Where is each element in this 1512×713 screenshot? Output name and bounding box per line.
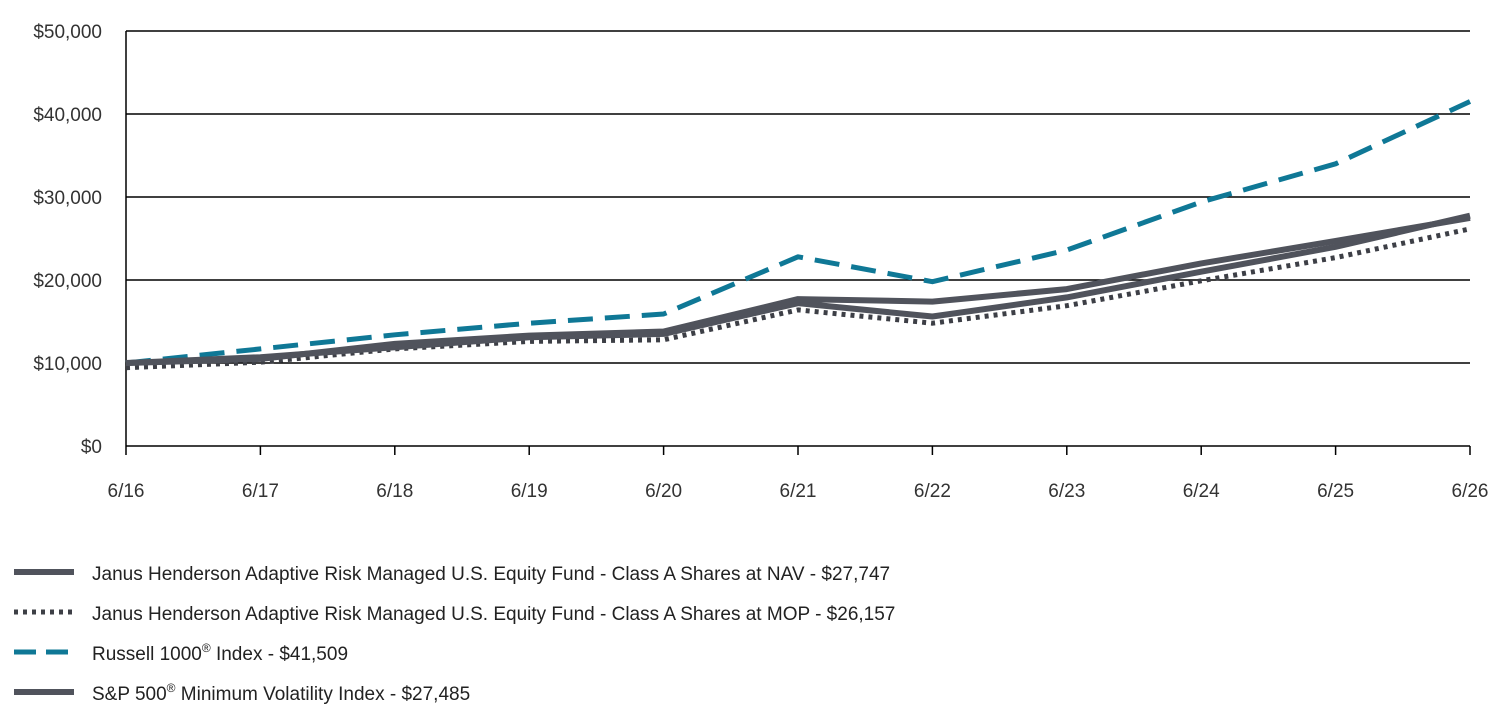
legend-label-text: Janus Henderson Adaptive Risk Managed U.… [92,604,895,625]
x-tick-label: 6/23 [1048,481,1085,502]
x-tick-label: 6/21 [780,481,817,502]
x-tick-label: 6/25 [1317,481,1354,502]
x-tick-label: 6/19 [511,481,548,502]
x-tick-label: 6/16 [108,481,145,502]
legend-label-text: Janus Henderson Adaptive Risk Managed U.… [92,564,890,585]
legend-label-1: Janus Henderson Adaptive Risk Managed U.… [92,564,890,585]
y-tick-label: $50,000 [33,22,102,43]
y-tick-label: $40,000 [33,105,102,126]
registered-mark: ® [202,641,211,655]
y-tick-label: $30,000 [33,188,102,209]
legend-label-text: Russell 1000 [92,644,202,665]
series-lines [126,101,1470,367]
legend-label-tail: Index - $41,509 [211,644,348,665]
gridlines [126,31,1470,363]
x-tick-label: 6/17 [242,481,279,502]
x-tick-label: 6/18 [376,481,413,502]
y-tick-label: $10,000 [33,354,102,375]
legend-label-text: S&P 500 [92,684,167,705]
x-tick-label: 6/24 [1183,481,1220,502]
legend: Janus Henderson Adaptive Risk Managed U.… [14,564,895,705]
x-tick-label: 6/26 [1452,481,1489,502]
legend-label-tail: Minimum Volatility Index - $27,485 [176,684,471,705]
legend-label-4: S&P 500® Minimum Volatility Index - $27,… [92,681,470,705]
legend-label-3: Russell 1000® Index - $41,509 [92,641,348,665]
legend-label-2: Janus Henderson Adaptive Risk Managed U.… [92,604,895,625]
axes: $0 $10,000 $20,000 $30,000 $40,000 $50,000 6/1… [33,22,1488,502]
series-line-3 [126,102,1470,364]
x-tick-label: 6/20 [645,481,682,502]
y-tick-label: $0 [81,437,102,458]
y-tick-label: $20,000 [33,271,102,292]
x-tick-label: 6/22 [914,481,951,502]
registered-mark: ® [167,681,176,695]
